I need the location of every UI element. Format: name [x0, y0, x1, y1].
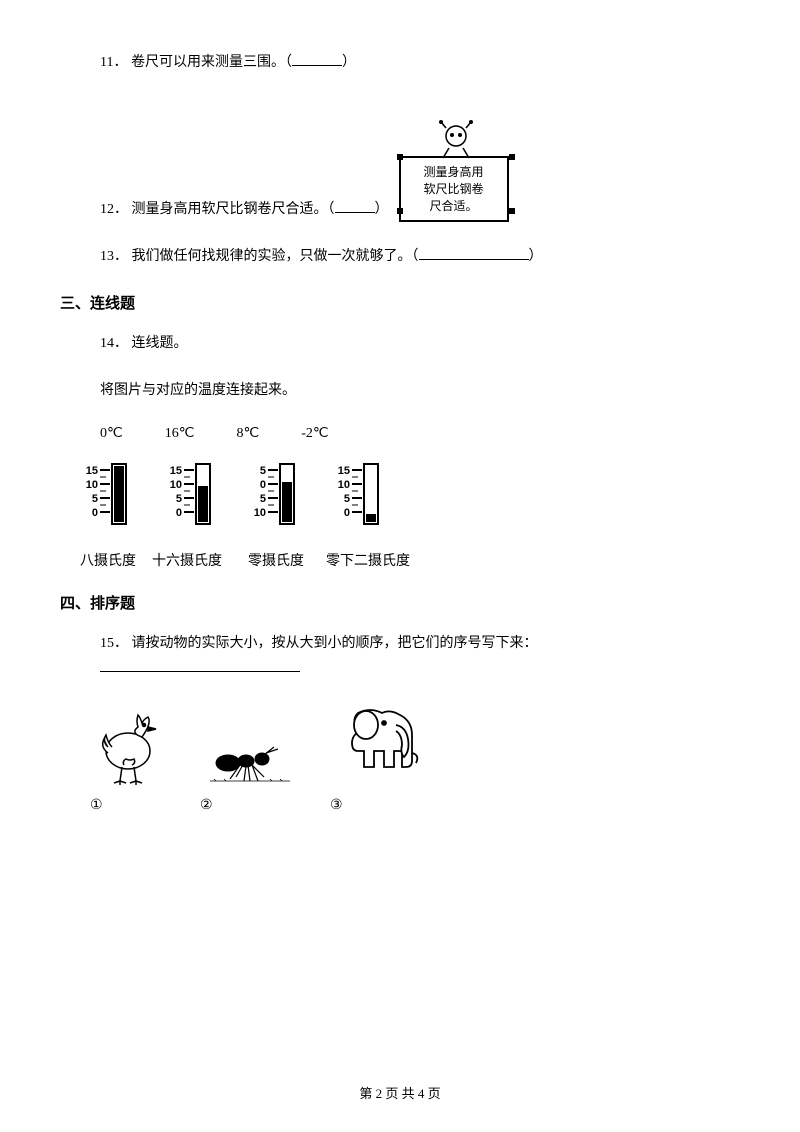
svg-text:5: 5 — [260, 493, 266, 505]
q11-close: ） — [342, 55, 356, 70]
q14-names-row: 八摄氏度 十六摄氏度 零摄氏度 零下二摄氏度 — [60, 550, 720, 570]
q14-temps-row: 0℃ 16℃ 8℃ -2℃ — [60, 425, 720, 442]
svg-text:0: 0 — [260, 479, 266, 491]
question-11: 11． 卷尺可以用来测量三围。（ ） — [60, 50, 720, 75]
svg-text:0: 0 — [176, 507, 182, 519]
svg-text:5: 5 — [260, 465, 266, 477]
svg-text:5: 5 — [92, 493, 98, 505]
svg-text:10: 10 — [338, 479, 350, 491]
question-13: 13． 我们做任何找规律的实验，只做一次就够了。（ ） — [60, 244, 720, 269]
animal-chicken: ① — [90, 703, 170, 814]
svg-text:15: 15 — [338, 465, 350, 477]
svg-text:10: 10 — [86, 479, 98, 491]
svg-text:15: 15 — [86, 465, 98, 477]
svg-text:10: 10 — [170, 479, 182, 491]
q11-text: 卷尺可以用来测量三围。（ — [131, 55, 292, 70]
thermo-name: 零摄氏度 — [248, 550, 304, 570]
mascot-icon — [431, 120, 481, 160]
section-4-heading: 四、排序题 — [60, 592, 720, 613]
q14-title: 连线题。 — [132, 336, 188, 351]
sign-board: 测量身高用 软尺比钢卷 尺合适。 — [399, 156, 509, 222]
thermometer-icon: 15 10 5 0 — [164, 462, 226, 534]
svg-text:15: 15 — [170, 465, 182, 477]
animal-num: ① — [90, 797, 170, 814]
thermo-name: 八摄氏度 — [80, 550, 136, 570]
sign-illustration: 测量身高用 软尺比钢卷 尺合适。 — [399, 126, 509, 222]
q15-animals: ① ② — [60, 703, 720, 814]
sign-line3: 尺合适。 — [411, 198, 497, 215]
svg-text:5: 5 — [176, 493, 182, 505]
temp-label: 16℃ — [165, 425, 195, 442]
q14-instruction: 将图片与对应的温度连接起来。 — [60, 378, 720, 403]
footer-mid: 页 共 — [382, 1086, 418, 1101]
q13-num: 13． — [100, 249, 128, 264]
thermometer-icon: 15 10 5 0 — [80, 462, 142, 534]
elephant-icon — [330, 703, 430, 788]
q12-num: 12． — [100, 202, 128, 217]
chicken-icon — [90, 703, 170, 788]
ant-icon — [200, 733, 300, 788]
temp-label: 8℃ — [236, 425, 259, 442]
temp-label: 0℃ — [100, 425, 123, 442]
footer-prefix: 第 — [359, 1086, 375, 1101]
svg-text:10: 10 — [254, 507, 266, 519]
temp-label: -2℃ — [301, 425, 328, 442]
animal-ant: ② — [200, 733, 300, 814]
q12-close: ） — [375, 202, 389, 217]
svg-text:5: 5 — [344, 493, 350, 505]
sign-line1: 测量身高用 — [411, 164, 497, 181]
section-3-heading: 三、连线题 — [60, 292, 720, 313]
q12-text-block: 12． 测量身高用软尺比钢卷尺合适。（ ） — [100, 97, 389, 222]
q15-text: 请按动物的实际大小，按从大到小的顺序，把它们的序号写下来： — [132, 636, 538, 651]
page-footer: 第 2 页 共 4 页 — [0, 1083, 800, 1102]
footer-suffix: 页 — [424, 1086, 440, 1101]
question-14: 14． 连线题。 — [60, 331, 720, 356]
q12-blank[interactable] — [335, 212, 375, 213]
thermometer-icon: 5 0 5 10 — [248, 462, 310, 534]
question-12: 12． 测量身高用软尺比钢卷尺合适。（ ） 测量身高用 软尺比钢卷 尺合适。 — [60, 97, 720, 222]
sign-line2: 软尺比钢卷 — [411, 181, 497, 198]
thermo-name: 零下二摄氏度 — [326, 550, 410, 570]
animal-num: ③ — [330, 797, 430, 814]
animal-num: ② — [200, 797, 300, 814]
question-15: 15． 请按动物的实际大小，按从大到小的顺序，把它们的序号写下来： — [60, 631, 720, 681]
q11-blank[interactable] — [292, 65, 342, 66]
svg-text:0: 0 — [92, 507, 98, 519]
q12-text: 测量身高用软尺比钢卷尺合适。（ — [132, 202, 335, 217]
q13-close: ） — [529, 249, 543, 264]
q13-text: 我们做任何找规律的实验，只做一次就够了。（ — [132, 249, 419, 264]
q13-blank[interactable] — [419, 259, 529, 260]
thermometer-icon: 15 10 5 0 — [332, 462, 394, 534]
q14-thermometers: 15 10 5 0 15 10 5 0 5 0 5 10 15 — [60, 462, 720, 534]
q11-num: 11． — [100, 55, 127, 70]
q15-blank[interactable] — [100, 671, 300, 672]
animal-elephant: ③ — [330, 703, 430, 814]
q15-num: 15． — [100, 636, 128, 651]
q14-num: 14． — [100, 336, 128, 351]
thermo-name: 十六摄氏度 — [152, 550, 222, 570]
svg-text:0: 0 — [344, 507, 350, 519]
